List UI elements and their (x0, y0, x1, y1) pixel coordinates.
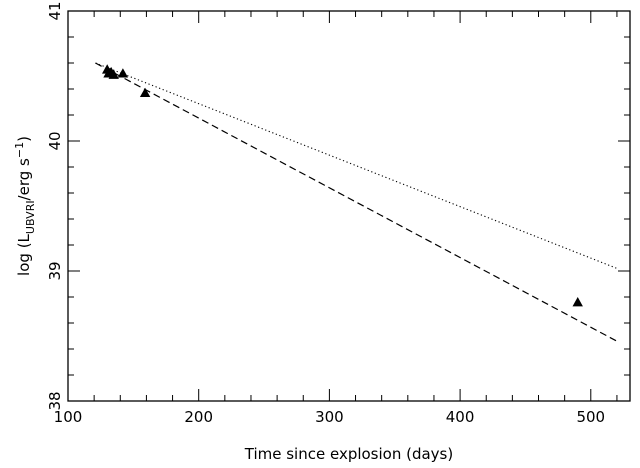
y-axis-label: log (LUBVRI/erg s−1) (13, 136, 37, 276)
data-markers (102, 64, 583, 307)
y-axis-label-suffix: ) (15, 136, 33, 142)
dotted-line (95, 62, 618, 269)
x-tick-label: 200 (184, 408, 213, 426)
axis-ticks (67, 10, 630, 402)
y-axis-label-superscript: −1 (13, 142, 26, 158)
data-point-triangle (108, 69, 119, 79)
model-lines (95, 62, 618, 342)
y-axis-label-middle: /erg s (15, 158, 33, 200)
y-axis-label-prefix: log (L (15, 233, 33, 275)
x-tick-label: 400 (446, 408, 475, 426)
y-tick-label: 40 (46, 131, 64, 150)
plot-frame (67, 10, 631, 402)
x-tick-label: 500 (576, 408, 605, 426)
y-tick-label: 41 (46, 1, 64, 20)
data-point-triangle (139, 87, 151, 98)
data-point-triangle (572, 297, 583, 307)
x-tick-label: 300 (315, 408, 344, 426)
tick-labels: 100 200 300 400 500 38 39 40 41 (46, 1, 605, 426)
data-point-triangle (117, 68, 129, 78)
x-tick-label: 100 (54, 408, 83, 426)
y-tick-label: 38 (46, 391, 64, 410)
y-axis-label-subscript: UBVRI (24, 200, 37, 234)
dashed-line (95, 62, 618, 342)
y-tick-label: 39 (46, 261, 64, 280)
x-axis-label: Time since explosion (days) (244, 445, 453, 463)
